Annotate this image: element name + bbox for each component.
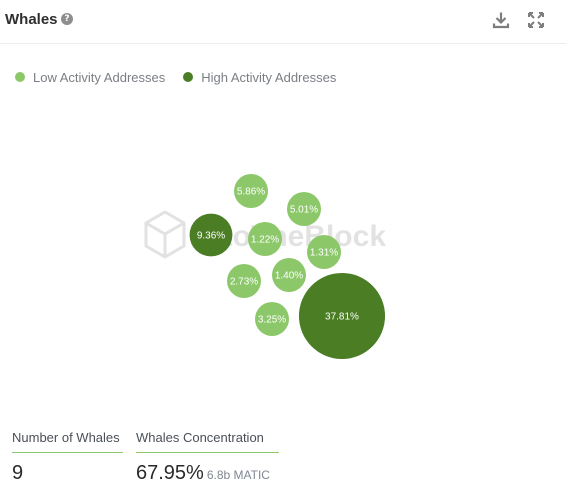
widget-title: Whales bbox=[5, 11, 58, 28]
bubble-label: 2.73% bbox=[230, 277, 258, 288]
bubble-label: 1.31% bbox=[310, 248, 338, 259]
bubble[interactable] bbox=[255, 302, 289, 336]
bubble-chart: IntoTheBlock 5.86%5.01%1.22%1.31%2.73%1.… bbox=[144, 174, 386, 360]
bubble[interactable] bbox=[287, 192, 321, 226]
legend-label-low-activity: Low Activity Addresses bbox=[33, 69, 166, 85]
widget-header: Whales ? bbox=[0, 0, 566, 44]
whales-concentration-value-row: 67.95% 6.8b MATIC bbox=[136, 462, 279, 485]
bubble-label: 37.81% bbox=[325, 312, 359, 323]
bubble-label: 1.40% bbox=[275, 271, 303, 282]
bubble[interactable] bbox=[272, 258, 306, 292]
whales-concentration-value: 67.95% bbox=[136, 462, 204, 484]
bubble-label: 1.22% bbox=[251, 235, 279, 246]
number-of-whales-value: 9 bbox=[12, 462, 24, 484]
bubble[interactable] bbox=[234, 174, 268, 208]
number-of-whales-label: Number of Whales bbox=[12, 430, 123, 453]
legend-item-high-activity[interactable]: High Activity Addresses bbox=[183, 70, 336, 85]
help-icon[interactable]: ? bbox=[61, 13, 73, 25]
expand-icon[interactable] bbox=[527, 11, 545, 29]
bubble-label: 9.36% bbox=[197, 231, 225, 242]
whales-concentration-stat: Whales Concentration 67.95% 6.8b MATIC bbox=[136, 430, 279, 485]
bubble[interactable] bbox=[227, 264, 261, 298]
bubble-label: 3.25% bbox=[258, 315, 286, 326]
bubble[interactable] bbox=[248, 222, 282, 256]
bubble-label: 5.86% bbox=[237, 187, 265, 198]
bubble-label: 5.01% bbox=[290, 205, 318, 216]
chart-legend: Low Activity Addresses High Activity Add… bbox=[15, 69, 354, 85]
legend-item-low-activity[interactable]: Low Activity Addresses bbox=[15, 70, 165, 85]
bubble[interactable] bbox=[189, 213, 233, 257]
legend-label-high-activity: High Activity Addresses bbox=[201, 69, 337, 85]
number-of-whales-stat: Number of Whales 9 bbox=[12, 430, 123, 485]
legend-dot-high-activity bbox=[183, 72, 194, 82]
bubble[interactable] bbox=[298, 272, 386, 360]
bubble-group: 5.86% 5.01% 1.22% 1.31% 2.73% 1.40% 3.25% 9.36%… bbox=[189, 174, 386, 360]
whales-concentration-amount: 6.8b MATIC bbox=[206, 468, 270, 482]
bubble[interactable] bbox=[307, 235, 341, 269]
download-icon[interactable] bbox=[492, 11, 510, 29]
whales-concentration-label: Whales Concentration bbox=[136, 430, 279, 453]
legend-dot-low-activity bbox=[15, 72, 25, 82]
